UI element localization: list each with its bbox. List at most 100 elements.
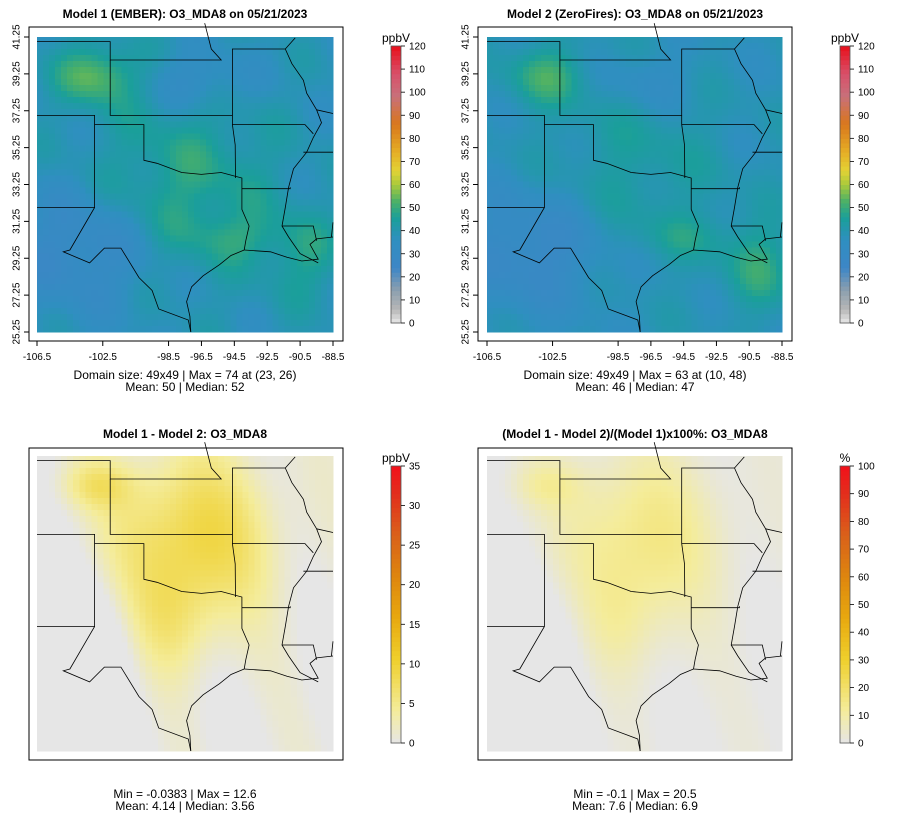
heatmap-cell bbox=[493, 205, 500, 213]
heatmap-cell bbox=[553, 211, 560, 219]
heatmap-cell bbox=[625, 97, 633, 104]
heatmap-cell bbox=[727, 187, 735, 195]
heatmap-cell bbox=[194, 187, 201, 195]
heatmap-cell bbox=[302, 199, 310, 207]
heatmap-cell bbox=[139, 127, 147, 134]
heatmap-cell bbox=[655, 49, 663, 56]
heatmap-cell bbox=[631, 223, 639, 231]
heatmap-cell bbox=[290, 67, 298, 74]
heatmap-cell bbox=[727, 115, 735, 122]
heatmap-cell bbox=[278, 277, 286, 285]
heatmap-cell bbox=[613, 301, 621, 309]
heatmap-cell bbox=[224, 37, 231, 44]
heatmap-cell bbox=[733, 127, 741, 134]
heatmap-cell bbox=[583, 145, 590, 152]
heatmap-cell bbox=[613, 91, 621, 98]
x-tick-label: -96.5 bbox=[639, 352, 662, 363]
heatmap-cell bbox=[595, 253, 602, 261]
heatmap-cell bbox=[751, 133, 759, 140]
heatmap-cell bbox=[133, 241, 141, 249]
heatmap-cell bbox=[266, 145, 274, 152]
heatmap-cell bbox=[326, 103, 334, 110]
heatmap-cell bbox=[43, 157, 50, 165]
heatmap-cell bbox=[121, 163, 129, 171]
heatmap-cell bbox=[733, 139, 741, 146]
heatmap-cell bbox=[67, 235, 74, 243]
heatmap-cell bbox=[302, 277, 310, 285]
heatmap-cell bbox=[127, 307, 135, 315]
heatmap-cell bbox=[308, 97, 316, 104]
heatmap-cell bbox=[296, 97, 304, 104]
heatmap-cell bbox=[169, 247, 177, 255]
heatmap-cell bbox=[661, 325, 669, 333]
heatmap-cell bbox=[703, 229, 711, 237]
heatmap-cell bbox=[559, 325, 566, 333]
heatmap-cell bbox=[236, 103, 243, 110]
heatmap-cell bbox=[667, 295, 675, 303]
heatmap-cell bbox=[649, 307, 657, 315]
heatmap-cell bbox=[679, 199, 687, 207]
heatmap-cell bbox=[236, 307, 243, 315]
heatmap-cell bbox=[763, 247, 771, 255]
heatmap-cell bbox=[85, 127, 92, 134]
heatmap-cell bbox=[284, 79, 292, 86]
heatmap-cell bbox=[67, 145, 74, 152]
heatmap-cell bbox=[145, 235, 153, 243]
heatmap-cell bbox=[320, 37, 328, 44]
heatmap-cell bbox=[260, 97, 268, 104]
heatmap-cell bbox=[326, 307, 334, 315]
heatmap-cell bbox=[505, 247, 512, 255]
heatmap-cell bbox=[212, 181, 219, 189]
heatmap-cell bbox=[308, 91, 316, 98]
heatmap-cell bbox=[505, 289, 512, 297]
heatmap-cell bbox=[589, 103, 596, 110]
heatmap-cell bbox=[157, 205, 165, 213]
heatmap-cell bbox=[290, 277, 298, 285]
heatmap-cell bbox=[302, 169, 310, 177]
heatmap-cell bbox=[637, 235, 645, 243]
heatmap-cell bbox=[254, 67, 262, 74]
heatmap-cell bbox=[667, 37, 675, 44]
heatmap-cell bbox=[260, 283, 268, 291]
heatmap-cell bbox=[751, 85, 759, 92]
heatmap-cell bbox=[529, 223, 536, 231]
heatmap-cell bbox=[260, 115, 268, 122]
x-tick-label: -102.5 bbox=[538, 352, 567, 363]
heatmap-cell bbox=[547, 145, 554, 152]
heatmap-cell bbox=[775, 319, 783, 327]
heatmap-cell bbox=[685, 127, 693, 134]
colorbar-swatch bbox=[391, 96, 401, 102]
heatmap-cell bbox=[127, 193, 135, 201]
heatmap-cell bbox=[643, 133, 651, 140]
heatmap-cell bbox=[727, 319, 735, 327]
heatmap-cell bbox=[109, 253, 117, 261]
heatmap-cell bbox=[607, 37, 615, 44]
heatmap-cell bbox=[188, 325, 195, 333]
heatmap-cell bbox=[499, 259, 506, 267]
heatmap-cell bbox=[505, 157, 512, 165]
heatmap-cell bbox=[97, 151, 105, 159]
heatmap-cell bbox=[127, 301, 135, 309]
heatmap-cell bbox=[535, 145, 542, 152]
heatmap-cell bbox=[85, 49, 92, 56]
heatmap-cell bbox=[589, 145, 596, 152]
heatmap-cell bbox=[151, 289, 159, 297]
heatmap-cell bbox=[37, 241, 44, 249]
heatmap-cell bbox=[151, 37, 159, 44]
heatmap-cell bbox=[157, 211, 165, 219]
heatmap-cell bbox=[55, 217, 62, 225]
heatmap-cell bbox=[79, 313, 86, 321]
heatmap-cell bbox=[535, 211, 542, 219]
heatmap-cell bbox=[212, 199, 219, 207]
heatmap-cell bbox=[248, 133, 256, 140]
boundary-line bbox=[331, 222, 334, 238]
heatmap-cell bbox=[619, 151, 627, 159]
heatmap-cell bbox=[745, 325, 753, 333]
heatmap-cell bbox=[151, 247, 159, 255]
heatmap-cell bbox=[230, 307, 237, 315]
heatmap-cell bbox=[565, 187, 572, 195]
heatmap-cell bbox=[194, 73, 201, 80]
heatmap-cell bbox=[745, 253, 753, 261]
heatmap-cell bbox=[697, 127, 705, 134]
heatmap-cell bbox=[703, 187, 711, 195]
